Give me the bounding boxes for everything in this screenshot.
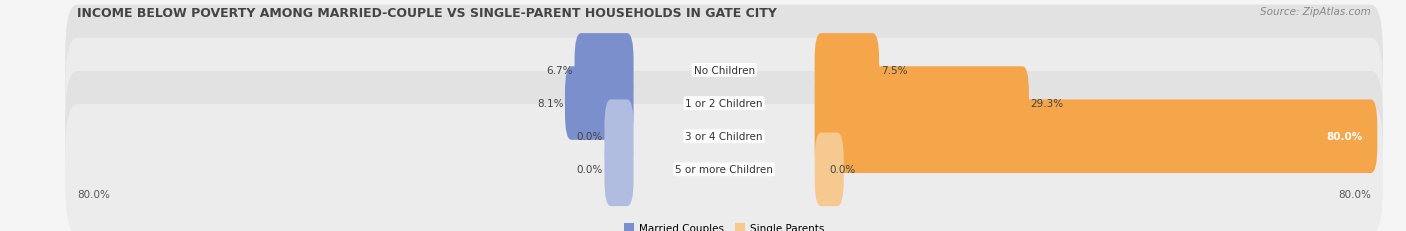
Text: 7.5%: 7.5%	[880, 66, 907, 76]
Legend: Married Couples, Single Parents: Married Couples, Single Parents	[620, 219, 828, 231]
FancyBboxPatch shape	[605, 133, 634, 206]
Text: 0.0%: 0.0%	[830, 165, 855, 175]
FancyBboxPatch shape	[605, 100, 634, 173]
Text: 0.0%: 0.0%	[576, 165, 603, 175]
FancyBboxPatch shape	[65, 72, 1384, 202]
Text: 80.0%: 80.0%	[77, 189, 110, 199]
Text: 6.7%: 6.7%	[547, 66, 574, 76]
Text: 3 or 4 Children: 3 or 4 Children	[685, 132, 763, 142]
Text: 80.0%: 80.0%	[1326, 132, 1362, 142]
Text: No Children: No Children	[693, 66, 755, 76]
Text: 0.0%: 0.0%	[576, 132, 603, 142]
FancyBboxPatch shape	[65, 105, 1384, 231]
FancyBboxPatch shape	[575, 34, 634, 107]
Text: 5 or more Children: 5 or more Children	[675, 165, 773, 175]
Text: 8.1%: 8.1%	[537, 99, 564, 109]
FancyBboxPatch shape	[565, 67, 634, 140]
FancyBboxPatch shape	[65, 39, 1384, 169]
FancyBboxPatch shape	[814, 34, 879, 107]
FancyBboxPatch shape	[814, 67, 1029, 140]
Text: Source: ZipAtlas.com: Source: ZipAtlas.com	[1260, 7, 1371, 17]
FancyBboxPatch shape	[814, 100, 1378, 173]
Text: 1 or 2 Children: 1 or 2 Children	[685, 99, 763, 109]
Text: 29.3%: 29.3%	[1031, 99, 1064, 109]
Text: 80.0%: 80.0%	[1339, 189, 1371, 199]
Text: INCOME BELOW POVERTY AMONG MARRIED-COUPLE VS SINGLE-PARENT HOUSEHOLDS IN GATE CI: INCOME BELOW POVERTY AMONG MARRIED-COUPL…	[77, 7, 778, 20]
FancyBboxPatch shape	[814, 133, 844, 206]
FancyBboxPatch shape	[65, 6, 1384, 136]
